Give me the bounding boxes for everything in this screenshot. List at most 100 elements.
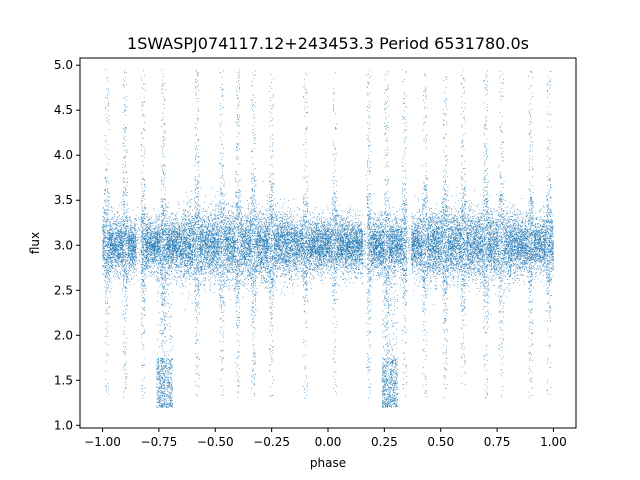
data-point [524,266,525,267]
data-point [163,235,164,236]
data-point [425,216,426,217]
data-point [131,267,132,268]
data-point [406,200,407,201]
data-point [106,209,107,210]
data-point [331,260,332,261]
data-point [441,277,442,278]
data-point [306,270,307,271]
data-point [368,251,369,252]
data-point [409,237,410,238]
data-point [523,231,524,232]
data-point [541,227,542,228]
data-point [330,249,331,250]
data-point [479,236,480,237]
data-point [223,315,224,316]
data-point [231,272,232,273]
data-point [447,330,448,331]
data-point [196,229,197,230]
data-point [319,269,320,270]
data-point [307,208,308,209]
data-point [430,263,431,264]
data-point [341,271,342,272]
data-point [405,224,406,225]
data-point [445,215,446,216]
data-point [186,272,187,273]
data-point [163,220,164,221]
data-point [286,214,287,215]
data-point [207,242,208,243]
data-point [230,238,231,239]
data-point [265,226,266,227]
data-point [230,299,231,300]
data-point [370,222,371,223]
data-point [322,274,323,275]
data-point [145,204,146,205]
data-point [402,264,403,265]
data-point [523,250,524,251]
data-point [421,249,422,250]
data-point [514,219,515,220]
data-point [476,274,477,275]
data-point [194,271,195,272]
data-point [156,214,157,215]
data-point [512,278,513,279]
data-point [285,276,286,277]
data-point [200,266,201,267]
data-point [470,200,471,201]
data-point [196,264,197,265]
data-point [341,229,342,230]
data-point [149,226,150,227]
data-point [409,239,410,240]
data-point [186,232,187,233]
data-point [166,224,167,225]
data-point [265,209,266,210]
data-point [517,217,518,218]
data-point [212,276,213,277]
data-point [265,225,266,226]
data-point [260,226,261,227]
data-point [498,250,499,251]
data-point [153,274,154,275]
data-point [532,219,533,220]
data-point [496,231,497,232]
data-point [498,196,499,197]
data-point [354,253,355,254]
data-point [194,247,195,248]
data-point [416,244,417,245]
data-point [506,256,507,257]
data-point [278,227,279,228]
data-point [277,290,278,291]
data-point [483,259,484,260]
data-point [514,204,515,205]
data-point [331,243,332,244]
data-point [296,258,297,259]
data-point [539,268,540,269]
data-point [251,277,252,278]
data-point [237,250,238,251]
data-point [184,211,185,212]
data-point [231,263,232,264]
data-point [461,303,462,304]
data-point [257,310,258,311]
data-point [145,298,146,299]
data-point [464,263,465,264]
data-point [354,227,355,228]
data-point [327,244,328,245]
data-point [390,225,391,226]
data-point [300,217,301,218]
data-point [426,248,427,249]
data-point [196,272,197,273]
data-point [310,258,311,259]
data-point [358,264,359,265]
data-point [425,209,426,210]
data-point [499,201,500,202]
data-point [161,263,162,264]
data-point [470,236,471,237]
data-point [164,288,165,289]
data-point [149,229,150,230]
data-point [225,222,226,223]
data-point [323,217,324,218]
data-point [543,264,544,265]
data-point [333,220,334,221]
data-point [123,284,124,285]
